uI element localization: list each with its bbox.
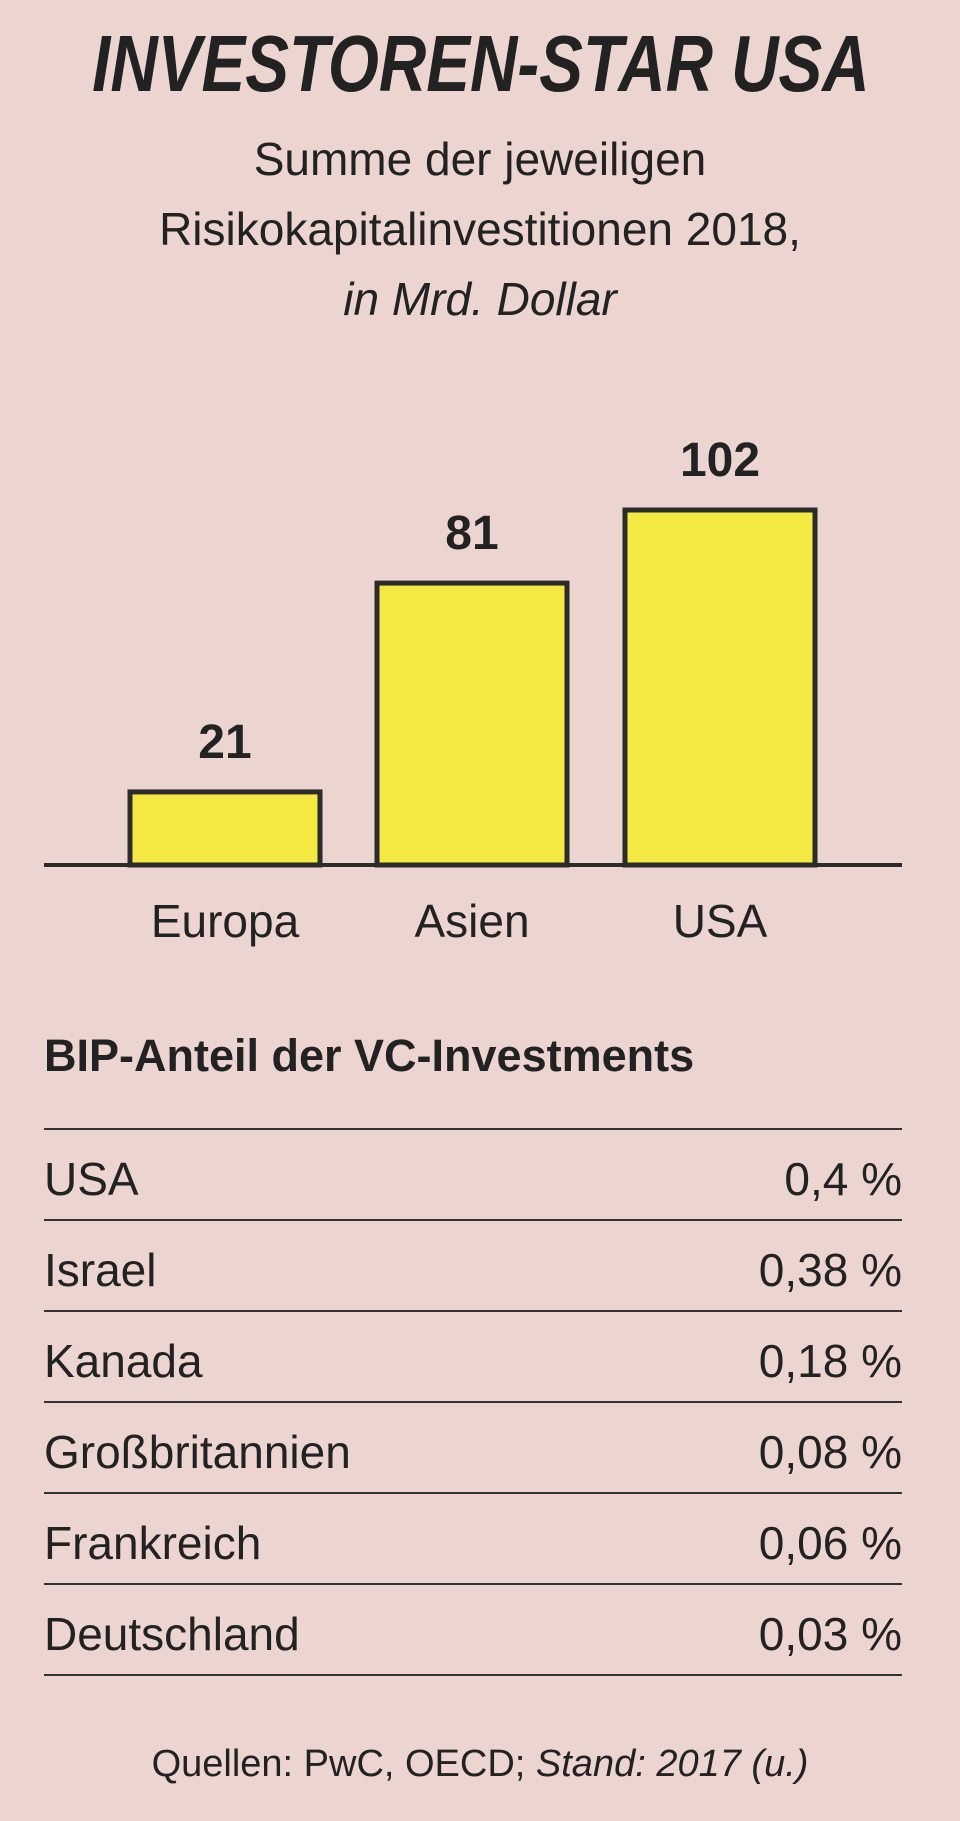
table-cell-value: 0,03 % xyxy=(758,1607,902,1660)
table-cell-country: Kanada xyxy=(44,1334,203,1387)
table-row: Frankreich 0,06 % xyxy=(44,1494,902,1585)
x-tick-label-europa: Europa xyxy=(151,895,300,947)
source-note: Quellen: PwC, OECD; Stand: 2017 (u.) xyxy=(0,1743,960,1786)
subtitle-line-2: Risikokapitalinvestitionen 2018, xyxy=(159,203,801,255)
data-label-europa: 21 xyxy=(198,716,251,769)
source-prefix: Quellen: PwC, OECD; xyxy=(151,1743,536,1785)
data-label-asien: 81 xyxy=(445,507,498,560)
table-cell-country: Großbritannien xyxy=(44,1425,351,1478)
subtitle-line-1: Summe der jeweiligen xyxy=(253,133,707,185)
table-cell-value: 0,4 % xyxy=(784,1152,902,1205)
bar-europa xyxy=(127,789,323,868)
data-label-usa: 102 xyxy=(680,434,760,487)
bar-usa xyxy=(622,507,818,868)
source-date: Stand: 2017 (u.) xyxy=(535,1743,809,1785)
chart-subtitle: Summe der jeweiligen Risikokapitalinvest… xyxy=(0,124,960,334)
chart-title: INVESTOREN-STAR USA xyxy=(92,19,870,108)
table-cell-value: 0,38 % xyxy=(758,1243,902,1296)
table-row: Großbritannien 0,08 % xyxy=(44,1403,902,1494)
table-row: Kanada 0,18 % xyxy=(44,1312,902,1403)
table-row: Deutschland 0,03 % xyxy=(44,1585,902,1676)
x-tick-label-asien: Asien xyxy=(414,895,529,947)
table-cell-country: Deutschland xyxy=(44,1607,300,1660)
table-row: Israel 0,38 % xyxy=(44,1221,902,1312)
table-cell-value: 0,08 % xyxy=(758,1425,902,1478)
table-cell-country: Frankreich xyxy=(44,1516,262,1569)
unit-label: in Mrd. Dollar xyxy=(343,273,617,325)
table-cell-country: Israel xyxy=(44,1243,157,1296)
table-cell-value: 0,18 % xyxy=(758,1334,902,1387)
table-cell-country: USA xyxy=(44,1152,139,1205)
bar-chart: 21 Europa 81 Asien 102 USA xyxy=(44,434,902,947)
table-heading: BIP-Anteil der VC-Investments xyxy=(44,1030,695,1081)
bar-asien xyxy=(374,580,570,868)
gdp-share-table: USA 0,4 % Israel 0,38 % Kanada 0,18 % Gr… xyxy=(44,1128,902,1676)
x-tick-label-usa: USA xyxy=(673,895,768,947)
table-cell-value: 0,06 % xyxy=(758,1516,902,1569)
table-row: USA 0,4 % xyxy=(44,1130,902,1221)
